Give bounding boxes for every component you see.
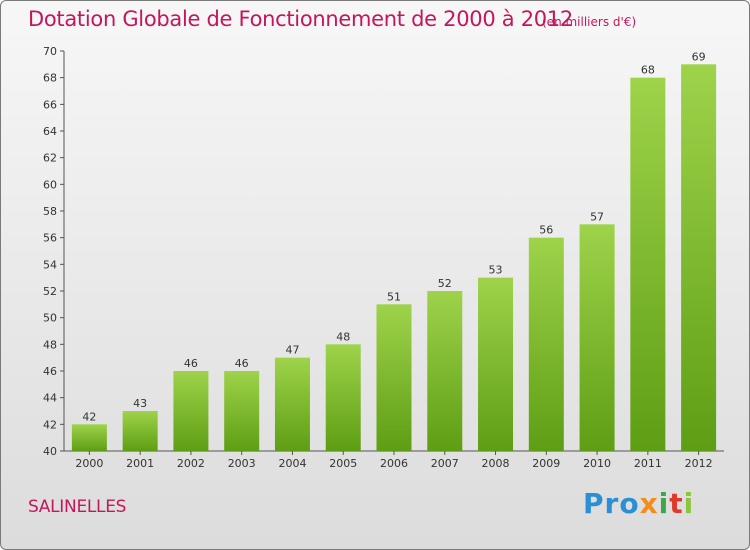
bar bbox=[224, 371, 260, 451]
x-tick-label: 2003 bbox=[228, 457, 256, 470]
bar bbox=[528, 237, 564, 451]
y-tick-label: 48 bbox=[43, 338, 57, 351]
data-label: 48 bbox=[336, 330, 350, 343]
y-tick-label: 56 bbox=[43, 232, 57, 245]
y-tick-label: 58 bbox=[43, 205, 57, 218]
bar bbox=[71, 424, 107, 451]
data-label: 53 bbox=[489, 264, 503, 277]
data-label: 43 bbox=[133, 397, 147, 410]
logo-part-3: i bbox=[658, 487, 670, 520]
bar bbox=[325, 344, 361, 451]
x-tick-label: 2001 bbox=[126, 457, 154, 470]
bar bbox=[681, 64, 717, 452]
y-tick-label: 46 bbox=[43, 365, 57, 378]
data-label: 68 bbox=[641, 64, 655, 77]
proxiti-logo: Proxiti bbox=[583, 487, 694, 520]
bar bbox=[478, 277, 514, 451]
data-label: 42 bbox=[82, 410, 96, 423]
y-tick-label: 68 bbox=[43, 72, 57, 85]
y-tick-label: 60 bbox=[43, 178, 57, 191]
chart-subtitle: (en milliers d'€) bbox=[542, 15, 637, 29]
x-tick-label: 2005 bbox=[329, 457, 357, 470]
bar bbox=[427, 291, 463, 451]
data-label: 46 bbox=[235, 357, 249, 370]
bar bbox=[274, 357, 310, 451]
x-tick-label: 2000 bbox=[75, 457, 103, 470]
y-tick-label: 70 bbox=[43, 45, 57, 58]
y-tick-label: 50 bbox=[43, 312, 57, 325]
x-tick-label: 2007 bbox=[431, 457, 459, 470]
x-tick-label: 2002 bbox=[177, 457, 205, 470]
data-label: 56 bbox=[539, 224, 553, 237]
x-tick-label: 2010 bbox=[583, 457, 611, 470]
chart-title: Dotation Globale de Fonctionnement de 20… bbox=[28, 7, 573, 31]
logo-part-5: i bbox=[683, 487, 695, 520]
y-tick-label: 54 bbox=[43, 258, 57, 271]
x-tick-label: 2006 bbox=[380, 457, 408, 470]
x-tick-label: 2009 bbox=[532, 457, 560, 470]
data-label: 69 bbox=[692, 50, 706, 63]
bar bbox=[122, 411, 158, 451]
x-tick-label: 2008 bbox=[482, 457, 510, 470]
bar bbox=[630, 77, 666, 452]
data-label: 57 bbox=[590, 210, 604, 223]
data-label: 51 bbox=[387, 290, 401, 303]
logo-part-1: Pro bbox=[583, 487, 640, 520]
bar bbox=[579, 224, 615, 451]
bar bbox=[173, 371, 209, 451]
x-tick-label: 2004 bbox=[278, 457, 306, 470]
logo-part-2: x bbox=[639, 487, 659, 520]
y-tick-label: 62 bbox=[43, 152, 57, 165]
y-tick-label: 44 bbox=[43, 392, 57, 405]
data-label: 46 bbox=[184, 357, 198, 370]
y-tick-label: 42 bbox=[43, 418, 57, 431]
y-tick-label: 52 bbox=[43, 285, 57, 298]
y-tick-label: 66 bbox=[43, 98, 57, 111]
data-label: 47 bbox=[285, 344, 299, 357]
commune-name: SALINELLES bbox=[28, 497, 127, 517]
x-tick-label: 2012 bbox=[685, 457, 713, 470]
x-tick-label: 2011 bbox=[634, 457, 662, 470]
data-label: 52 bbox=[438, 277, 452, 290]
y-tick-label: 64 bbox=[43, 125, 57, 138]
bar bbox=[376, 304, 412, 451]
y-tick-label: 40 bbox=[43, 445, 57, 458]
logo-part-4: t bbox=[669, 487, 684, 520]
